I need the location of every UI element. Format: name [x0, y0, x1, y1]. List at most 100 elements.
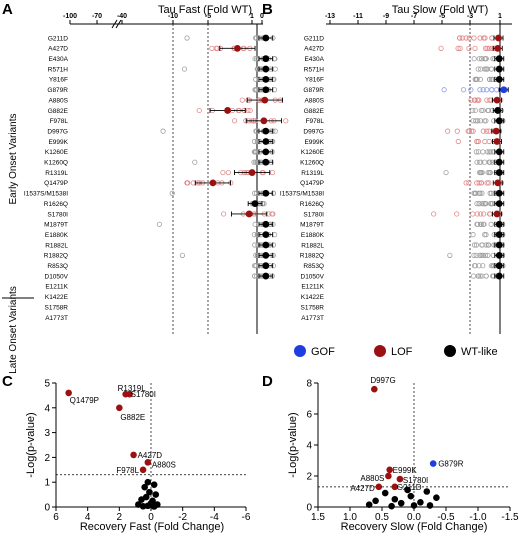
cell-point: [486, 159, 492, 165]
mean-point: [493, 138, 501, 145]
scatter-point: [138, 496, 145, 503]
panelC-y-tick-label: 5: [44, 379, 50, 390]
cell-point: [252, 56, 258, 62]
mean-point: [495, 251, 503, 259]
variant-label: R1882Q: [44, 253, 68, 260]
scatter-point: [139, 502, 147, 510]
cell-point: [474, 201, 480, 207]
variant-label: G879R: [47, 87, 68, 94]
cell-point: [253, 76, 259, 83]
panel-label-b: B: [262, 1, 273, 18]
cell-point: [473, 149, 479, 155]
cell-point: [463, 35, 469, 41]
scatter-point: [388, 502, 395, 510]
cell-point: [480, 87, 486, 93]
mean-point: [493, 210, 501, 218]
scatter-point: [410, 502, 418, 509]
point-label: A880S: [360, 474, 384, 483]
legend-label-lof: LOF: [391, 346, 413, 358]
variant-label: K1260Q: [44, 160, 68, 167]
cell-point: [474, 180, 480, 186]
cell-point: [482, 232, 488, 238]
point-label: A880S: [152, 460, 176, 469]
variant-label: E999K: [304, 139, 324, 146]
variant-label: M1879T: [300, 222, 324, 229]
scatter-point: [152, 491, 160, 498]
cell-point: [156, 221, 162, 227]
cell-point: [225, 169, 231, 176]
cell-point: [485, 107, 492, 114]
cell-point: [478, 66, 484, 72]
variant-label: R1882Q: [300, 253, 324, 260]
scatter-point: [391, 495, 399, 503]
mean-point: [495, 241, 503, 249]
cell-point: [253, 252, 259, 258]
cell-point: [477, 169, 483, 176]
cell-point: [460, 87, 467, 93]
panel-b-title: Tau Slow (Fold WT): [392, 4, 489, 16]
cell-point: [477, 252, 483, 258]
variant-label: R1882L: [45, 242, 68, 249]
scatter-point: [404, 486, 411, 494]
point-label: G879R: [438, 460, 464, 469]
late-onset-label: Late Onset Variants: [8, 286, 19, 374]
scatter-point: [386, 466, 393, 474]
scatter-point: [365, 501, 373, 508]
mean-point: [261, 96, 269, 104]
cell-point: [474, 211, 480, 217]
panelC-y-tick-label: 1: [44, 478, 50, 489]
variant-label: F978L: [306, 118, 325, 125]
panel-b-tick-label: 1: [498, 13, 502, 20]
cell-point: [479, 242, 485, 248]
variant-label: R571H: [304, 66, 325, 73]
cell-point: [480, 263, 486, 269]
cell-point: [486, 169, 492, 176]
cell-point: [220, 169, 226, 176]
variant-label: A880S: [304, 97, 324, 104]
scatter-point: [429, 460, 437, 467]
cell-point: [470, 232, 476, 238]
panel-b-tick-label: -5: [439, 13, 445, 20]
panelD-y-tick-label: 6: [306, 410, 312, 421]
variant-label: D997G: [47, 128, 68, 135]
panelD-x-tick-label: -1.5: [501, 512, 519, 523]
panelC-x-tick-label: 4: [85, 512, 91, 523]
cell-point: [477, 35, 483, 41]
cell-point: [252, 221, 258, 227]
point-label: R1319L: [118, 384, 147, 393]
legend-marker-gof: [294, 345, 306, 357]
cell-point: [245, 107, 251, 114]
cell-point: [484, 87, 490, 93]
cell-point: [181, 66, 188, 72]
mean-point: [495, 272, 503, 280]
mean-point: [262, 220, 270, 228]
cell-point: [231, 118, 238, 124]
scatter-point: [144, 478, 152, 486]
cell-point: [478, 211, 484, 217]
legend-label-gof: GOF: [311, 346, 335, 358]
variant-label: G211D: [48, 35, 68, 42]
panelD-x-tick-label: 1.5: [311, 512, 325, 523]
legend-marker-wt-like: [444, 345, 456, 357]
panelD-x-tick-label: 0.0: [407, 512, 421, 523]
panelD-y-tick-label: 0: [306, 503, 312, 514]
cell-point: [445, 128, 451, 134]
panelC-x-tick-label: -6: [242, 512, 251, 523]
axis-break-mark: [115, 19, 122, 29]
cell-point: [488, 149, 494, 155]
panelC-y-tick-label: 2: [44, 453, 50, 464]
cell-point: [473, 190, 479, 196]
variant-label: K1260E: [301, 149, 325, 156]
cell-point: [482, 138, 488, 145]
cell-point: [474, 221, 480, 227]
mean-point: [494, 179, 502, 187]
panelD-y-tick-label: 2: [306, 472, 312, 483]
cell-point: [485, 242, 491, 248]
cell-point: [459, 35, 465, 41]
mean-point: [495, 200, 503, 208]
panel-a-tick-label: -70: [92, 13, 102, 20]
panelD-y-tick-label: 4: [306, 441, 312, 452]
cell-point: [463, 180, 469, 186]
mean-point: [494, 44, 502, 52]
